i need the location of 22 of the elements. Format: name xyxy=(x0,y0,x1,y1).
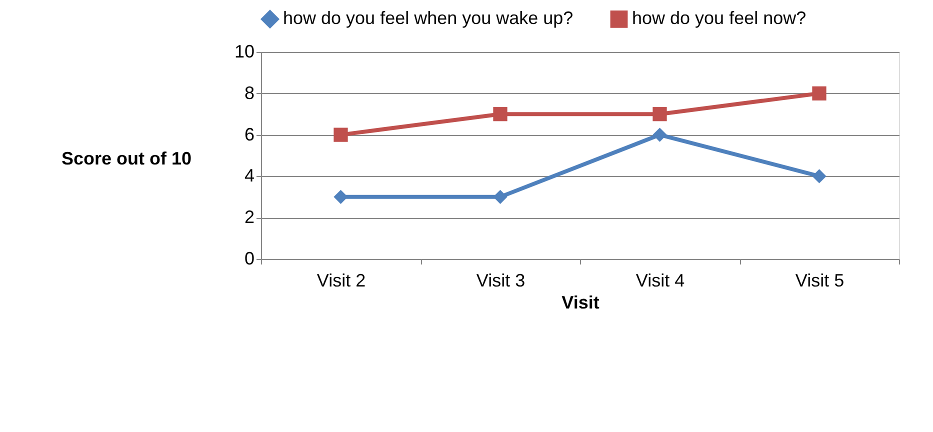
y-axis-title: Score out of 10 xyxy=(61,148,192,168)
point xyxy=(493,190,508,204)
y-tick-label: 6 xyxy=(244,124,254,144)
y-tick-label: 2 xyxy=(244,207,254,228)
legend-label: how do you feel when you wake up? xyxy=(283,8,574,28)
point xyxy=(334,128,348,142)
x-tick-label: Visit 4 xyxy=(636,270,685,290)
point xyxy=(812,86,826,100)
y-tick-label: 8 xyxy=(244,82,254,103)
point xyxy=(334,190,348,204)
x-tick-label: Visit 5 xyxy=(795,270,844,290)
point xyxy=(652,128,667,142)
point xyxy=(652,107,667,122)
y-tick-label: 0 xyxy=(244,248,254,268)
legend-label: how do you feel now? xyxy=(632,8,806,28)
point xyxy=(493,107,508,122)
x-tick-label: Visit 3 xyxy=(476,270,526,290)
x-axis-title: Visit xyxy=(562,292,600,312)
y-tick-label: 4 xyxy=(244,166,254,186)
y-tick-label: 10 xyxy=(234,42,254,62)
x-tick-label: Visit 2 xyxy=(316,270,366,290)
point xyxy=(812,169,826,184)
